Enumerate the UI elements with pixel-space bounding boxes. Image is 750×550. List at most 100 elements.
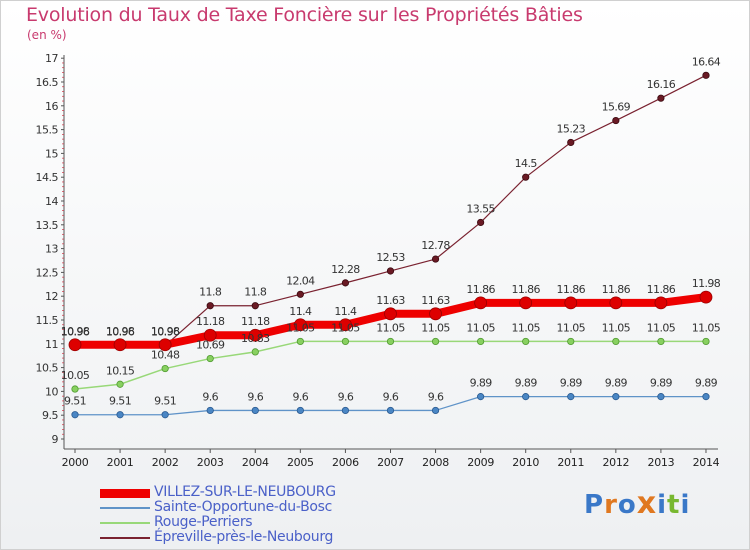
data-label: 11.86 bbox=[557, 283, 586, 296]
logo-letter: r bbox=[604, 490, 618, 520]
data-point bbox=[702, 337, 710, 346]
data-label: 9.6 bbox=[202, 390, 218, 403]
data-label: 9.89 bbox=[650, 377, 673, 390]
data-point bbox=[522, 393, 530, 401]
data-label: 9.51 bbox=[64, 395, 86, 408]
data-point bbox=[567, 138, 575, 147]
legend-swatch bbox=[100, 537, 150, 539]
x-tick-label: 2012 bbox=[602, 456, 629, 469]
x-tick-label: 2004 bbox=[242, 456, 269, 469]
data-point bbox=[477, 337, 485, 346]
data-label: 11.63 bbox=[376, 294, 405, 307]
data-point bbox=[251, 348, 259, 356]
unit-label: (en %) bbox=[27, 28, 67, 42]
data-point bbox=[431, 255, 440, 263]
data-label: 11.86 bbox=[466, 283, 495, 296]
data-label: 9.6 bbox=[292, 390, 308, 403]
data-point bbox=[429, 307, 442, 321]
data-point bbox=[474, 296, 488, 310]
data-point bbox=[609, 296, 623, 310]
data-point bbox=[567, 337, 575, 346]
logo-letter: i bbox=[680, 490, 691, 520]
y-tick-label: 11 bbox=[45, 338, 58, 351]
legend-label: VILLEZ-SUR-LE-NEUBOURG bbox=[154, 484, 336, 500]
logo-letter: i bbox=[657, 490, 668, 520]
legend-label: Sainte-Opportune-du-Bosc bbox=[154, 499, 333, 515]
y-tick-label: 9.5 bbox=[42, 409, 58, 422]
data-label: 9.89 bbox=[605, 377, 628, 390]
data-point bbox=[251, 406, 259, 415]
data-point bbox=[113, 338, 127, 352]
data-point bbox=[206, 354, 214, 363]
data-point bbox=[386, 406, 395, 415]
data-point bbox=[293, 318, 307, 332]
data-point bbox=[522, 337, 530, 346]
legend-swatch bbox=[100, 488, 150, 498]
data-label: 11.05 bbox=[557, 321, 586, 334]
data-point bbox=[657, 94, 665, 102]
legend-swatch bbox=[100, 522, 150, 524]
data-point bbox=[161, 364, 169, 373]
data-label: 11.05 bbox=[602, 321, 631, 334]
data-point bbox=[206, 302, 214, 310]
data-label: 13.55 bbox=[466, 202, 495, 215]
x-tick-label: 2005 bbox=[287, 456, 314, 469]
data-point bbox=[612, 393, 620, 401]
data-point bbox=[431, 406, 440, 415]
data-label: 12.28 bbox=[331, 263, 360, 276]
data-label: 11.98 bbox=[692, 277, 721, 290]
x-tick-label: 2013 bbox=[648, 456, 675, 469]
logo-letter: x bbox=[636, 486, 658, 521]
data-label: 10.05 bbox=[61, 369, 90, 382]
data-label: 14.5 bbox=[515, 157, 538, 170]
data-label: 11.86 bbox=[511, 283, 540, 296]
logo-letter: t bbox=[667, 490, 681, 520]
data-label: 10.69 bbox=[196, 339, 225, 352]
data-point bbox=[477, 218, 485, 227]
x-tick-label: 2010 bbox=[512, 456, 539, 469]
y-tick-label: 11.5 bbox=[36, 314, 59, 327]
data-label: 10.98 bbox=[106, 325, 135, 338]
data-label: 10.98 bbox=[61, 325, 90, 338]
data-point bbox=[341, 337, 350, 346]
y-tick-label: 15.5 bbox=[36, 124, 59, 137]
data-label: 11.8 bbox=[199, 286, 222, 299]
data-point bbox=[564, 296, 578, 310]
data-point bbox=[339, 318, 352, 332]
y-tick-label: 14.5 bbox=[36, 171, 59, 184]
data-point bbox=[477, 393, 485, 401]
y-tick-label: 16.5 bbox=[36, 76, 59, 89]
data-point bbox=[384, 307, 397, 321]
data-point bbox=[203, 328, 217, 342]
data-label: 9.89 bbox=[695, 377, 718, 390]
data-point bbox=[519, 296, 533, 310]
data-label: 11.05 bbox=[511, 321, 540, 334]
proxiti-logo: Proxiti bbox=[584, 486, 690, 521]
data-label: 9.6 bbox=[428, 390, 444, 403]
data-label: 11.8 bbox=[244, 286, 267, 299]
data-point bbox=[116, 411, 124, 419]
x-tick-label: 2000 bbox=[62, 456, 89, 469]
data-label: 9.6 bbox=[338, 390, 354, 403]
y-tick-label: 13 bbox=[45, 243, 58, 256]
data-point bbox=[522, 173, 530, 181]
y-tick-label: 10.5 bbox=[36, 362, 59, 375]
data-point bbox=[296, 337, 304, 346]
x-tick-label: 2014 bbox=[693, 456, 720, 469]
data-label: 10.96 bbox=[151, 326, 180, 339]
data-label: 11.05 bbox=[331, 321, 360, 334]
legend-label: Rouge-Perriers bbox=[154, 514, 253, 530]
data-label: 10.96 bbox=[61, 326, 90, 339]
data-label: 11.4 bbox=[334, 305, 357, 318]
data-point bbox=[699, 290, 713, 304]
y-tick-label: 12 bbox=[45, 290, 58, 303]
data-label: 10.98 bbox=[151, 325, 180, 338]
data-label: 9.51 bbox=[109, 395, 131, 408]
data-label: 9.6 bbox=[383, 390, 399, 403]
data-point bbox=[386, 267, 395, 275]
legend-swatch bbox=[100, 507, 150, 509]
data-label: 16.64 bbox=[692, 55, 721, 68]
data-point bbox=[612, 116, 620, 125]
data-point bbox=[251, 302, 259, 310]
